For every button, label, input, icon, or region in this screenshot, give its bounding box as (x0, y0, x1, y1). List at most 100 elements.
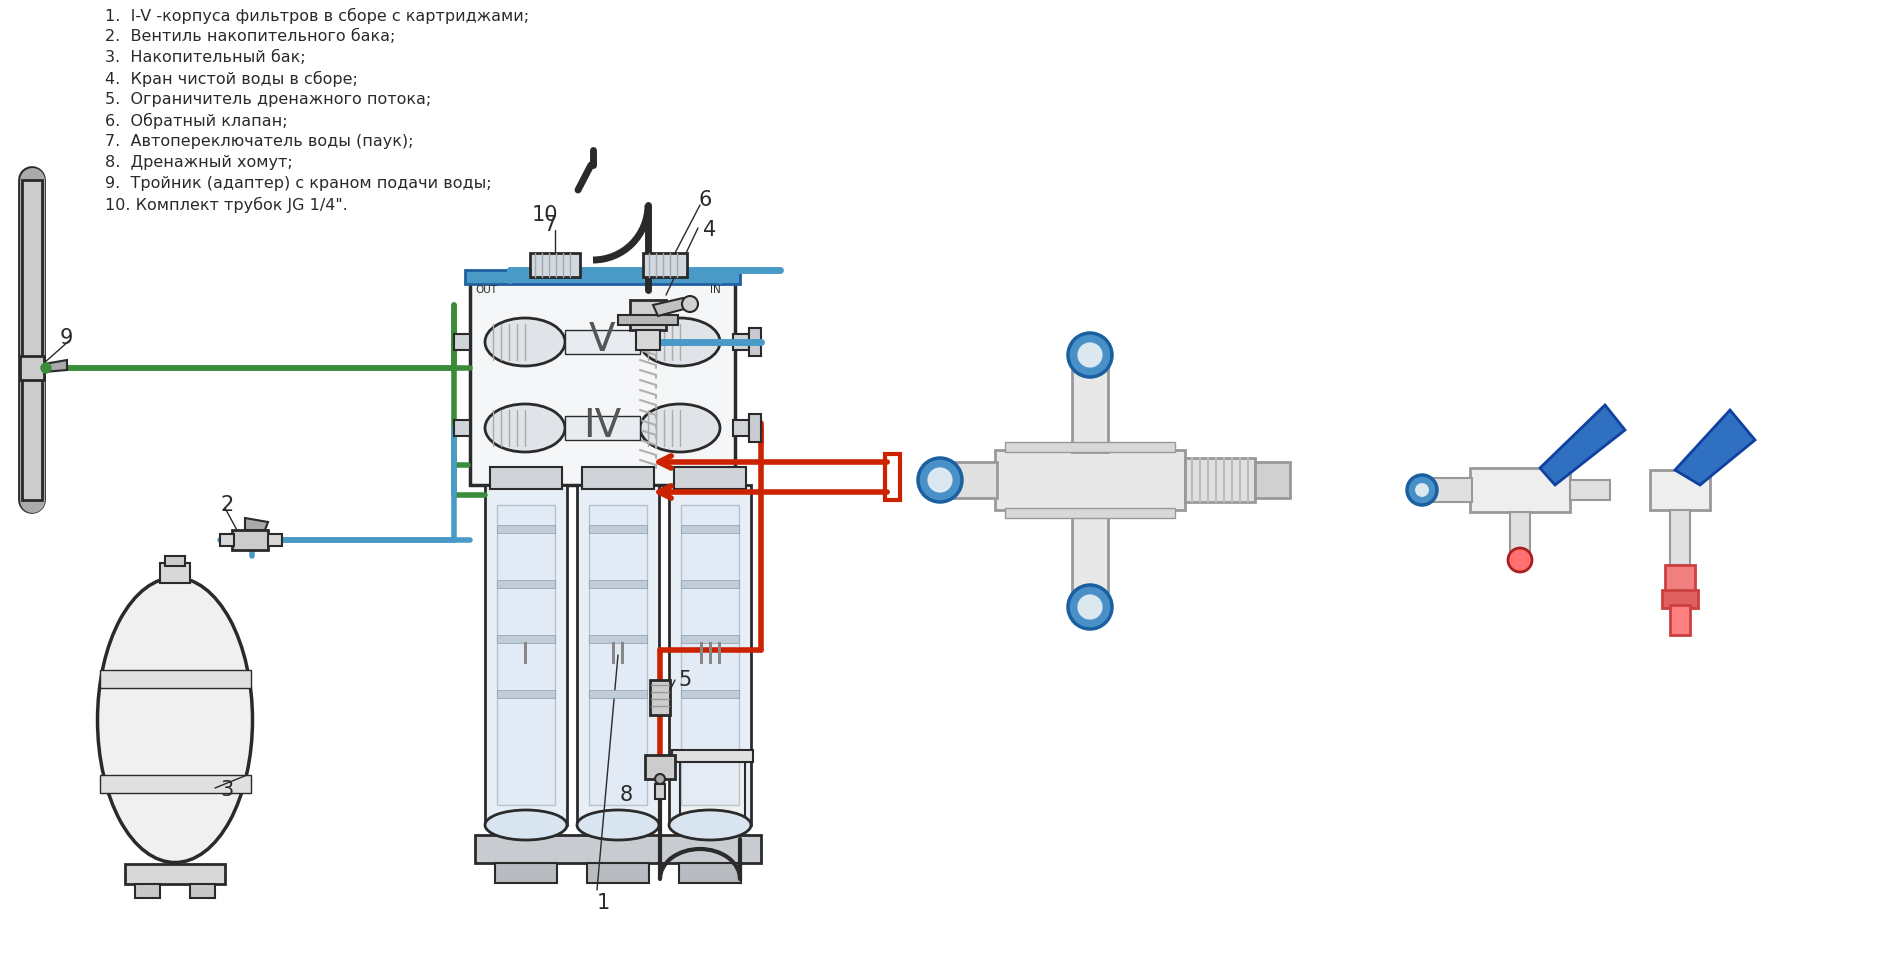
Text: 5.  Ограничитель дренажного потока;: 5. Ограничитель дренажного потока; (106, 92, 432, 107)
Bar (1670, 510, 1691, 565)
Bar (221, 534, 234, 546)
Bar (1006, 508, 1176, 518)
Bar (23, 180, 42, 500)
Bar (496, 635, 555, 643)
Ellipse shape (485, 810, 566, 840)
Circle shape (42, 363, 51, 373)
Bar (1670, 605, 1691, 635)
Bar (732, 334, 749, 350)
Polygon shape (245, 518, 268, 530)
Bar (1470, 468, 1570, 512)
Bar (630, 300, 666, 330)
Circle shape (927, 466, 955, 494)
Bar (589, 505, 647, 805)
Bar (649, 680, 670, 715)
Text: 1: 1 (596, 893, 610, 913)
Bar (1255, 462, 1291, 498)
Bar (681, 635, 740, 643)
Bar (1006, 442, 1176, 452)
Bar (564, 416, 640, 440)
Bar (494, 863, 557, 883)
Bar (125, 864, 225, 884)
Bar (136, 884, 160, 898)
Bar (587, 863, 649, 883)
Text: 5: 5 (677, 670, 691, 690)
Bar (191, 884, 215, 898)
Bar (679, 863, 742, 883)
Bar (681, 690, 740, 698)
Bar (1662, 590, 1698, 608)
Circle shape (1508, 548, 1532, 572)
Text: 8.  Дренажный хомут;: 8. Дренажный хомут; (106, 155, 292, 170)
Bar (491, 467, 562, 489)
Bar (464, 270, 740, 284)
Text: V: V (589, 321, 615, 359)
Polygon shape (653, 298, 689, 316)
Bar (681, 505, 740, 805)
Bar (470, 280, 736, 485)
Bar (645, 755, 676, 779)
Bar (1072, 360, 1108, 452)
Circle shape (1413, 482, 1430, 498)
Bar (581, 467, 655, 489)
Text: 4: 4 (704, 220, 717, 240)
Bar (643, 253, 687, 277)
Polygon shape (43, 360, 68, 372)
Text: 6: 6 (698, 190, 711, 210)
Circle shape (1408, 475, 1438, 505)
Circle shape (681, 296, 698, 312)
Bar (619, 315, 677, 325)
Ellipse shape (485, 404, 564, 452)
Bar (160, 563, 191, 583)
Circle shape (655, 774, 664, 784)
Circle shape (917, 458, 962, 502)
Text: 10. Комплект трубок JG 1/4".: 10. Комплект трубок JG 1/4". (106, 197, 347, 213)
Bar (589, 580, 647, 588)
Text: 4.  Кран чистой воды в сборе;: 4. Кран чистой воды в сборе; (106, 71, 359, 87)
Circle shape (1068, 333, 1111, 377)
Bar (1425, 478, 1472, 502)
Bar (100, 670, 251, 688)
Text: IN: IN (710, 285, 721, 295)
Bar (672, 750, 753, 762)
Bar (681, 580, 740, 588)
Bar (496, 525, 555, 533)
Text: OUT: OUT (476, 285, 496, 295)
Bar (681, 525, 740, 533)
Ellipse shape (670, 810, 751, 840)
Circle shape (1076, 593, 1104, 621)
Bar (21, 356, 43, 380)
Text: 8: 8 (621, 785, 634, 805)
Bar (485, 485, 566, 825)
Bar (945, 462, 996, 498)
Bar (564, 330, 640, 354)
Bar (655, 784, 664, 799)
Bar (589, 525, 647, 533)
Bar (749, 328, 760, 356)
Bar (670, 485, 751, 825)
Bar (455, 334, 470, 350)
Text: 10: 10 (532, 205, 559, 225)
Ellipse shape (485, 318, 564, 366)
Bar (589, 690, 647, 698)
Bar (476, 835, 760, 863)
Bar (679, 755, 745, 830)
Text: 2: 2 (221, 495, 234, 515)
Text: IV: IV (583, 407, 621, 445)
Bar (1510, 512, 1530, 557)
Bar (994, 450, 1185, 510)
Bar (100, 775, 251, 793)
Bar (496, 690, 555, 698)
Bar (636, 330, 660, 350)
Ellipse shape (98, 578, 253, 862)
Bar (1664, 565, 1695, 593)
Bar (732, 420, 749, 436)
Polygon shape (1676, 410, 1755, 485)
Text: 1.  I-V -корпуса фильтров в сборе с картриджами;: 1. I-V -корпуса фильтров в сборе с картр… (106, 8, 528, 24)
Text: 9.  Тройник (адаптер) с краном подачи воды;: 9. Тройник (адаптер) с краном подачи вод… (106, 176, 493, 191)
Bar (1072, 510, 1108, 602)
Bar (530, 253, 579, 277)
Ellipse shape (640, 318, 721, 366)
Bar (1185, 458, 1255, 502)
Ellipse shape (640, 404, 721, 452)
